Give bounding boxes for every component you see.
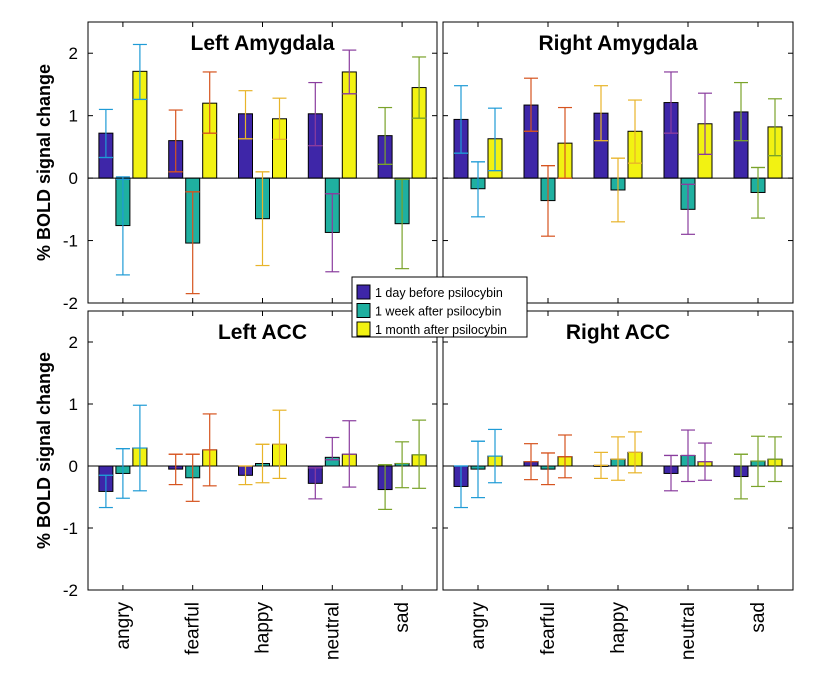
y-axis-label: % BOLD signal change [34,64,54,261]
x-tick-label: neutral [322,602,343,660]
legend-swatch [356,284,371,300]
legend-entry: 1 month after psilocybin [375,323,507,337]
x-tick-label: sad [748,602,769,633]
y-tick-label: -2 [63,581,78,600]
y-tick-label: -2 [63,294,78,313]
y-tick-label: -1 [63,519,78,538]
x-tick-label: angry [468,602,489,650]
legend-entry: 1 day before psilocybin [375,286,503,300]
x-tick-label: neutral [678,602,699,660]
x-tick-label: sad [392,602,413,633]
panel-title: Left Amygdala [191,32,335,55]
legend-box [351,276,528,338]
legend-swatch [356,303,371,318]
y-tick-label: -1 [63,232,78,251]
x-tick-label: happy [253,602,274,654]
x-tick-label: happy [608,602,629,654]
legend-entry: 1 week after psilocybin [375,305,502,319]
panel-title: Right ACC [566,321,670,344]
x-tick-label: angry [113,602,134,650]
y-tick-label: 1 [69,395,78,414]
y-tick-label: 1 [69,107,78,126]
y-tick-label: 0 [69,169,78,188]
y-axis-label: % BOLD signal change [34,352,54,549]
x-tick-label: fearful [183,602,204,655]
y-tick-label: 2 [69,44,78,63]
legend-swatch [356,321,371,337]
panel-title: Right Amygdala [538,32,697,55]
panel-title: Left ACC [218,321,307,344]
x-tick-label: fearful [538,602,559,655]
y-tick-label: 2 [69,333,78,352]
y-tick-label: 0 [69,457,78,476]
